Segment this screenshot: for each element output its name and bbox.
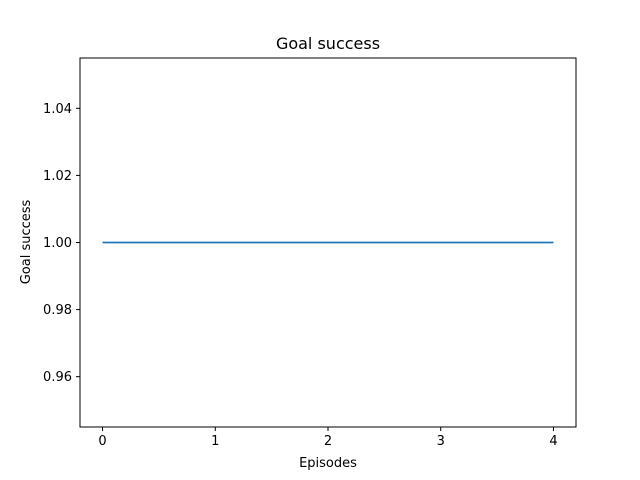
x-tick-label: 1 <box>211 434 219 449</box>
x-tick-label: 4 <box>549 434 557 449</box>
x-tick-label: 0 <box>98 434 106 449</box>
y-tick-label: 1.02 <box>43 169 72 184</box>
y-tick-label: 1.04 <box>43 102 72 117</box>
plot-area: 0 1 2 3 4 0.96 0.98 1.00 1.02 1.04 <box>43 57 577 449</box>
x-axis-label: Episodes <box>299 456 357 471</box>
y-tick-label: 0.98 <box>43 303 72 318</box>
x-tick-label: 2 <box>324 434 332 449</box>
y-tick-label: 0.96 <box>43 370 72 385</box>
x-tick-label: 3 <box>437 434 445 449</box>
y-axis-label: Goal success <box>19 199 34 284</box>
y-tick-label: 1.00 <box>43 236 72 251</box>
chart-title: Goal success <box>276 34 380 53</box>
